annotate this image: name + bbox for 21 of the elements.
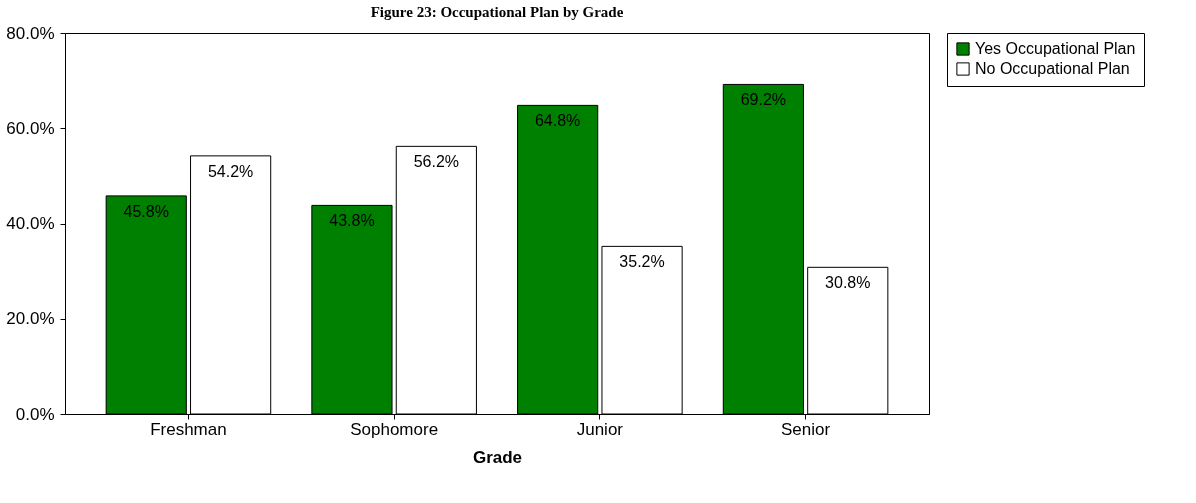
data-label: 54.2% <box>207 162 254 180</box>
chart-title: Figure 23: Occupational Plan by Grade <box>370 4 624 20</box>
data-label: 45.8% <box>123 202 169 220</box>
y-tick-label: 60.0% <box>6 118 55 138</box>
data-label: 35.2% <box>619 253 665 271</box>
x-tick-label: Freshman <box>150 419 227 439</box>
legend-label: No Occupational Plan <box>975 60 1130 77</box>
x-tick-label: Junior <box>576 419 624 439</box>
data-label: 30.8% <box>825 274 871 292</box>
data-label: 56.2% <box>413 153 460 171</box>
x-tick-label: Senior <box>781 419 831 439</box>
data-label: 43.8% <box>329 212 375 230</box>
y-tick-label: 80.0% <box>6 23 55 43</box>
x-tick-label: Sophomore <box>350 419 439 439</box>
y-tick-label: 0.0% <box>15 404 55 424</box>
y-tick-label: 20.0% <box>6 309 55 329</box>
data-label: 69.2% <box>740 91 787 109</box>
x-axis-title: Grade <box>472 447 523 467</box>
legend-label: Yes Occupational Plan <box>975 40 1136 57</box>
y-tick-label: 40.0% <box>6 214 55 233</box>
data-label: 64.8% <box>534 112 581 130</box>
